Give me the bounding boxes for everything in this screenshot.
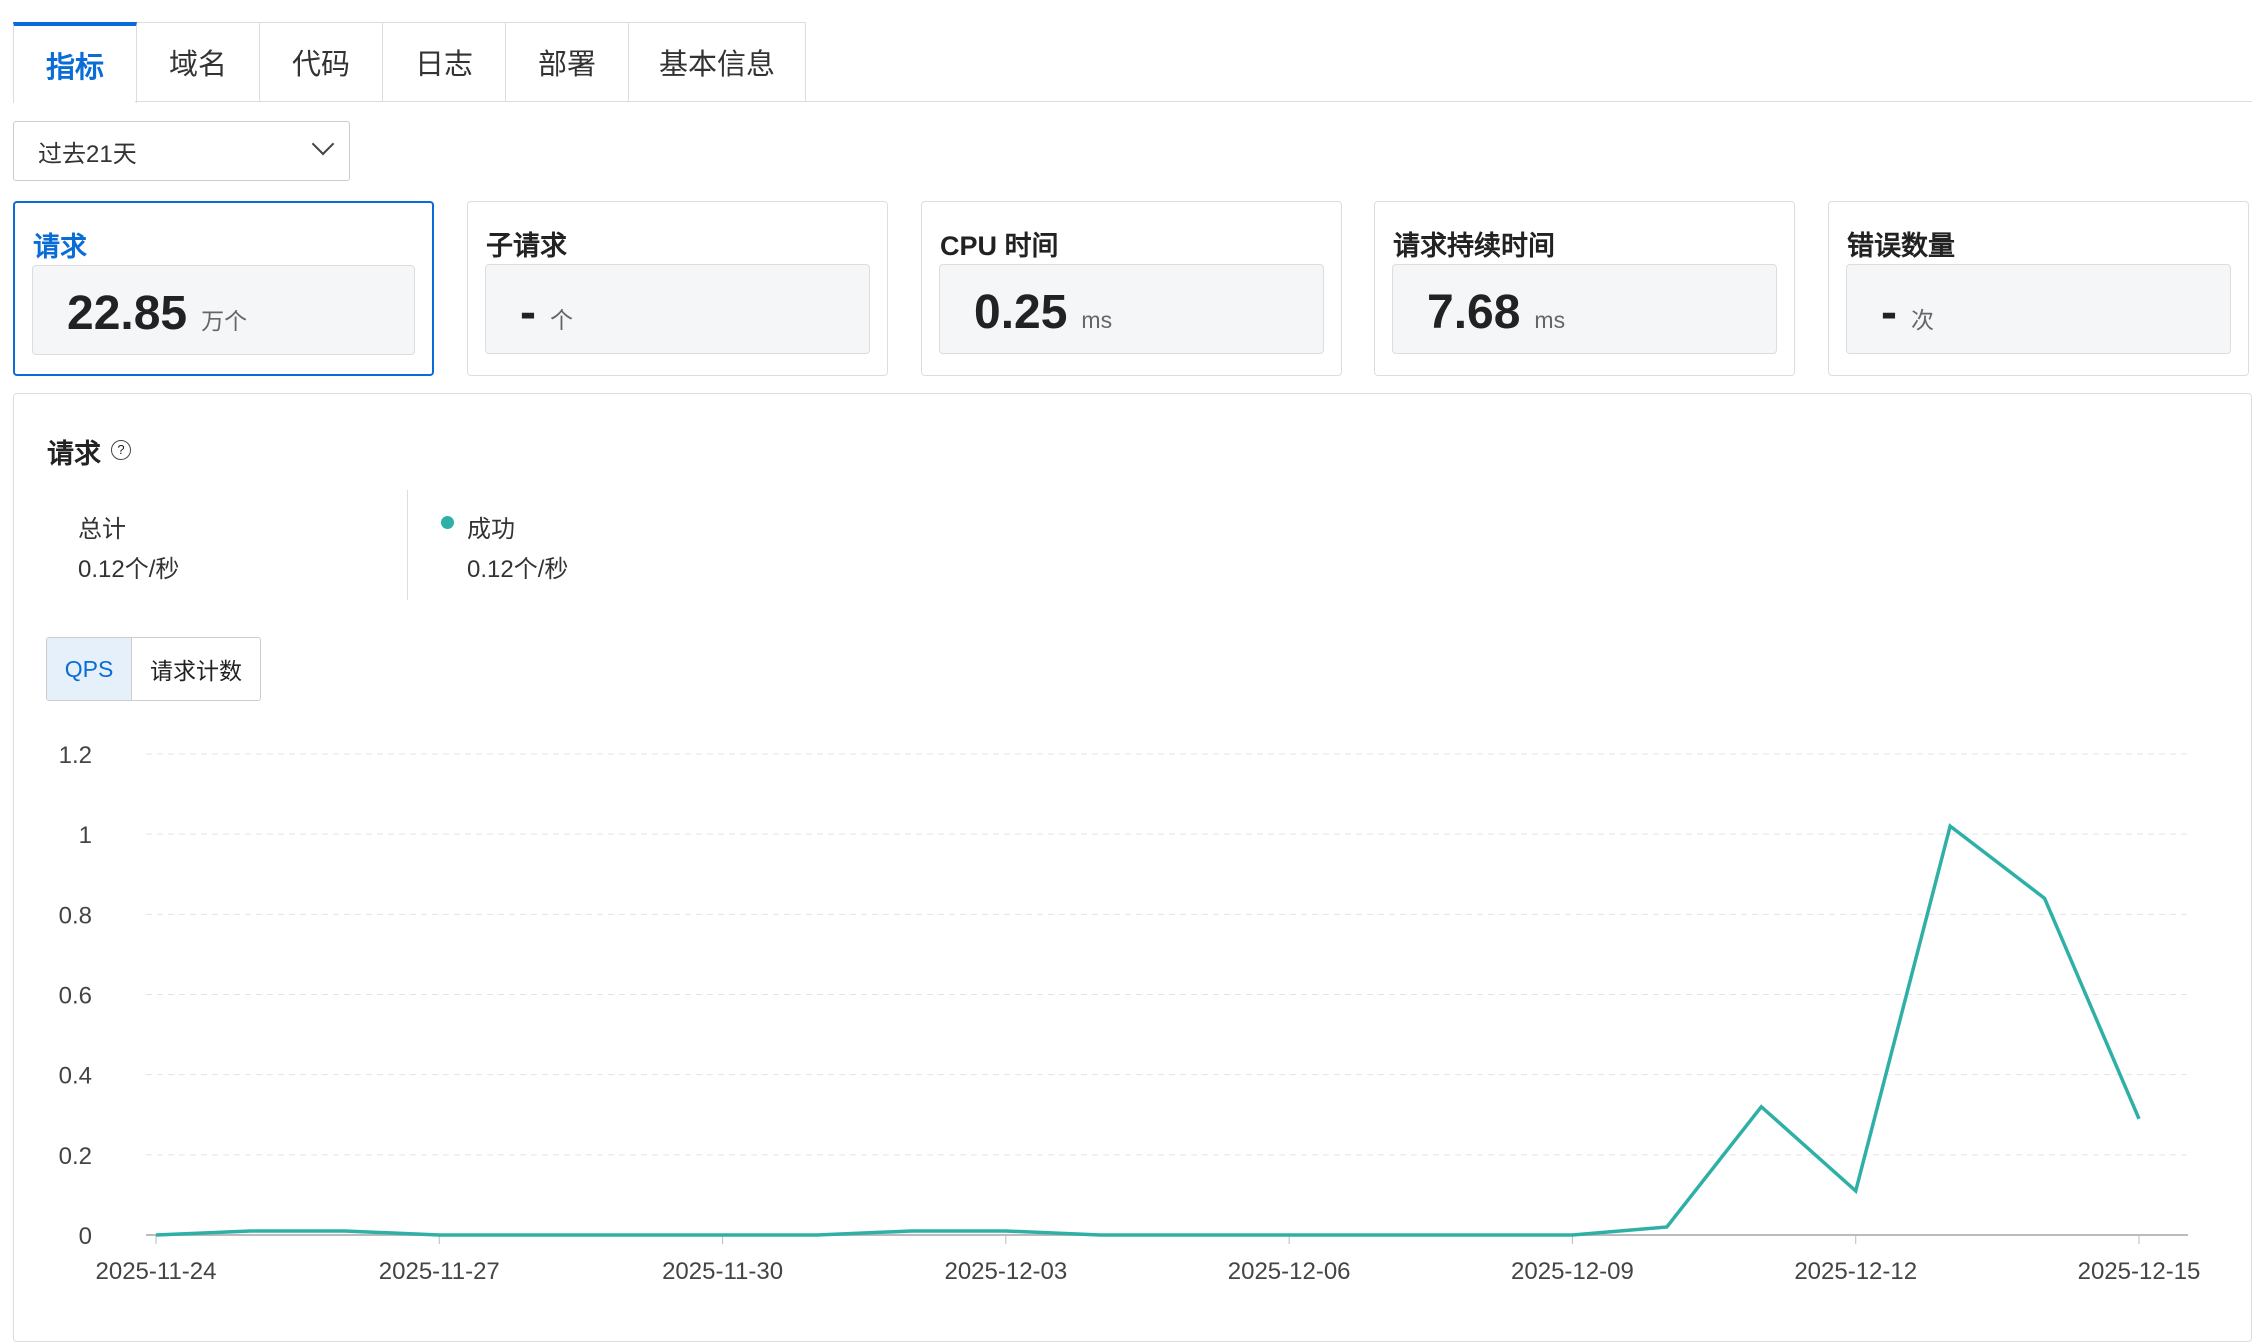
y-tick-label: 1.2: [59, 742, 92, 769]
x-tick-label: 2025-11-27: [379, 1258, 500, 1285]
y-tick-label: 1: [79, 822, 92, 849]
x-tick-label: 2025-12-03: [944, 1258, 1067, 1285]
y-tick-label: 0.4: [59, 1063, 92, 1090]
y-tick-label: 0.6: [59, 983, 92, 1010]
x-tick-label: 2025-11-30: [662, 1258, 783, 1285]
x-tick-label: 2025-11-24: [96, 1258, 217, 1285]
y-tick-label: 0.8: [59, 902, 92, 929]
y-tick-label: 0.2: [59, 1143, 92, 1170]
x-tick-label: 2025-12-06: [1228, 1258, 1351, 1285]
x-tick-label: 2025-12-09: [1511, 1258, 1634, 1285]
x-tick-label: 2025-12-12: [1794, 1258, 1917, 1285]
y-tick-label: 0: [79, 1223, 92, 1250]
x-tick-label: 2025-12-15: [2078, 1258, 2201, 1285]
series-line-success: [156, 826, 2139, 1235]
